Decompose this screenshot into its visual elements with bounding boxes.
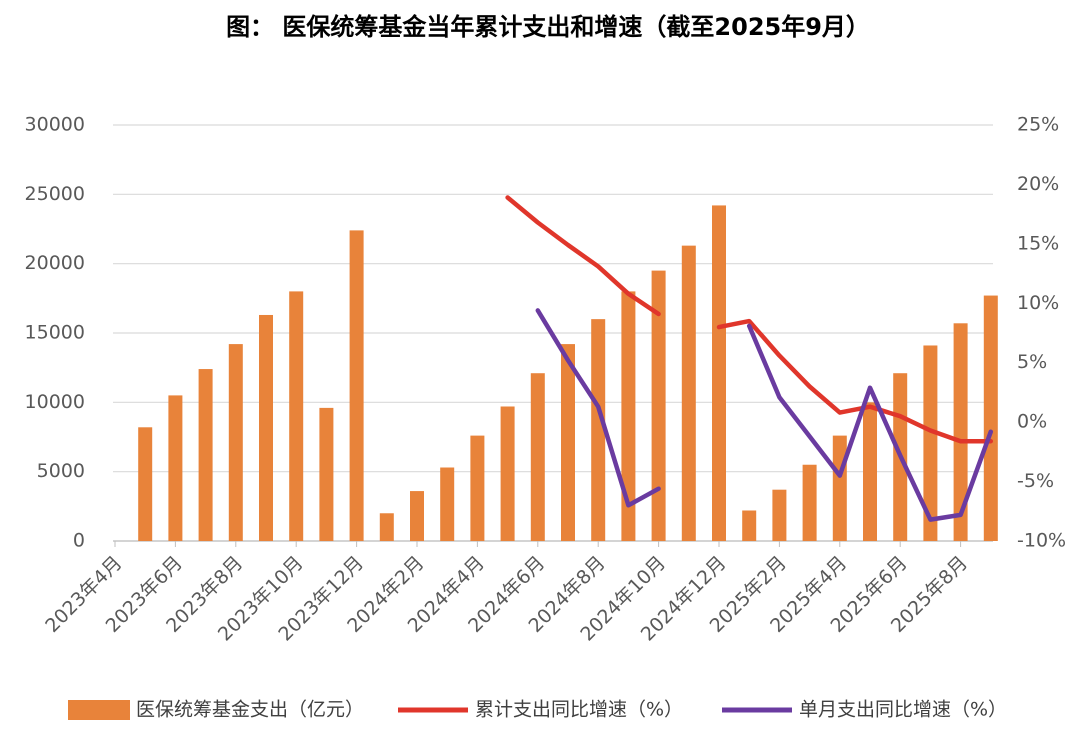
bar xyxy=(440,467,455,541)
bar xyxy=(953,323,968,541)
y-tick-label: 0 xyxy=(73,530,85,552)
bar xyxy=(168,395,183,541)
y-tick-label: 15000 xyxy=(25,322,85,344)
y2-tick-label: 15% xyxy=(1017,232,1059,254)
bar xyxy=(138,427,153,541)
y2-tick-label: 10% xyxy=(1017,292,1059,314)
bar xyxy=(289,291,304,541)
y-tick-label: 30000 xyxy=(25,114,85,136)
line-series xyxy=(535,308,994,522)
bar xyxy=(651,270,666,541)
bar xyxy=(561,344,575,541)
legend-label: 医保统筹基金支出（亿元） xyxy=(136,699,364,721)
bar xyxy=(923,345,938,541)
bar xyxy=(591,319,606,541)
legend-swatch xyxy=(68,700,130,720)
y-tick-label: 25000 xyxy=(25,183,85,205)
bar xyxy=(832,435,847,541)
bar xyxy=(772,489,787,541)
line-series xyxy=(505,195,994,444)
y2-tick-label: -5% xyxy=(1017,470,1054,492)
bar xyxy=(228,344,243,541)
y2-tick-label: 0% xyxy=(1017,411,1047,433)
y-tick-label: 10000 xyxy=(25,391,85,413)
bar xyxy=(681,245,696,541)
bar xyxy=(621,291,636,541)
bar xyxy=(742,510,757,541)
legend-label: 单月支出同比增速（%） xyxy=(799,699,1007,721)
y2-tick-label: -10% xyxy=(1017,530,1066,552)
bar xyxy=(379,513,394,541)
legend-label: 累计支出同比增速（%） xyxy=(475,699,683,721)
bar xyxy=(198,369,213,541)
y-tick-label: 20000 xyxy=(25,252,85,274)
bar xyxy=(259,314,273,541)
y2-tick-label: 20% xyxy=(1017,173,1059,195)
y-tick-label: 5000 xyxy=(37,460,85,482)
bar xyxy=(712,205,726,541)
y2-tick-label: 25% xyxy=(1017,114,1059,136)
bar xyxy=(349,230,364,542)
bar xyxy=(410,491,424,541)
bar xyxy=(802,464,817,541)
chart-title: 图： 医保统筹基金当年累计支出和增速（截至2025年9月） xyxy=(226,13,870,41)
bar xyxy=(319,407,334,541)
y2-tick-label: 5% xyxy=(1017,351,1047,373)
bar xyxy=(863,402,877,541)
bar xyxy=(500,406,515,541)
bar xyxy=(983,295,998,541)
bar xyxy=(470,435,485,541)
bar xyxy=(530,373,545,541)
